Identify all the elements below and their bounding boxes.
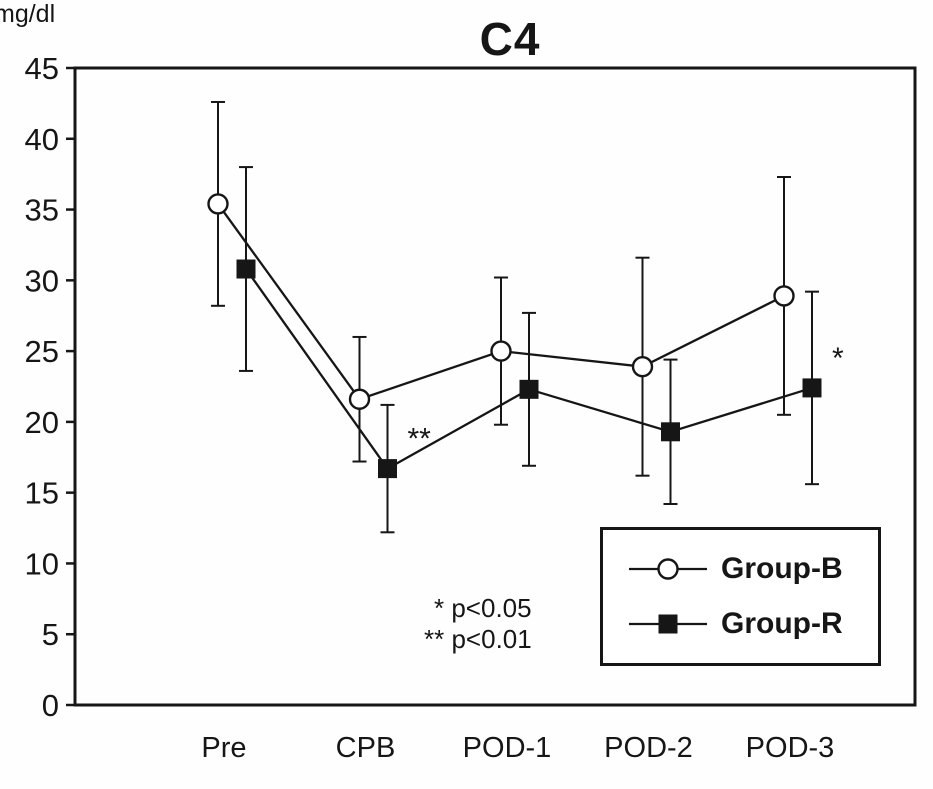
y-axis-tick-label: 20 [25,405,59,440]
y-axis-tick-label: 25 [25,334,59,369]
x-axis-category-label: CPB [336,732,396,764]
data-point-open-circle-group-b [348,388,371,410]
data-point-filled-square-group-r [236,259,256,279]
y-axis-tick-label: 0 [42,688,59,723]
legend-label-group-b: Group-B [721,551,843,585]
y-axis-tick-label: 30 [25,263,59,298]
data-point-open-circle-group-b [207,193,229,215]
y-axis-tick-label: 5 [42,617,59,652]
y-axis-tick-label: 35 [25,193,59,228]
data-point-filled-square-group-r [519,379,539,399]
chart-title: C4 [479,13,541,65]
data-point-open-circle-group-b [773,285,795,307]
footnote-p-less-0-01: ** p<0.01 [424,624,532,654]
y-axis-tick-label: 40 [25,122,59,157]
plot-border [73,66,917,707]
y-axis-tick-label: 45 [25,51,59,86]
legend-box: Group-B Group-R [600,527,881,666]
legend-entry-group-b: Group-B [627,552,878,586]
x-axis-category-label: POD-2 [604,732,693,764]
x-axis-category-label: POD-1 [463,732,552,764]
footnote-p-less-0-05: * p<0.05 [434,593,532,623]
data-point-open-circle-group-b [631,355,654,378]
x-axis-category-label: POD-3 [746,732,835,764]
y-axis-unit-label: mg/dl [0,0,56,28]
y-axis-tick-label: 10 [25,546,59,581]
data-point-filled-square-group-r [661,422,680,442]
legend-entry-group-r: Group-R [627,607,878,641]
significance-symbol: * [832,342,844,375]
data-point-filled-square-group-r [378,459,397,479]
open-circle-marker-icon [629,557,707,580]
x-axis-category-label: Pre [201,732,246,764]
significance-symbol: ** [408,423,432,456]
data-point-open-circle-group-b [490,340,512,362]
legend-label-group-r: Group-R [721,607,843,641]
filled-square-marker-icon [629,614,707,634]
y-axis-tick-label: 15 [25,476,59,511]
data-point-filled-square-group-r [802,378,822,398]
significance-footnotes: * p<0.05 ** p<0.01 [424,593,532,655]
